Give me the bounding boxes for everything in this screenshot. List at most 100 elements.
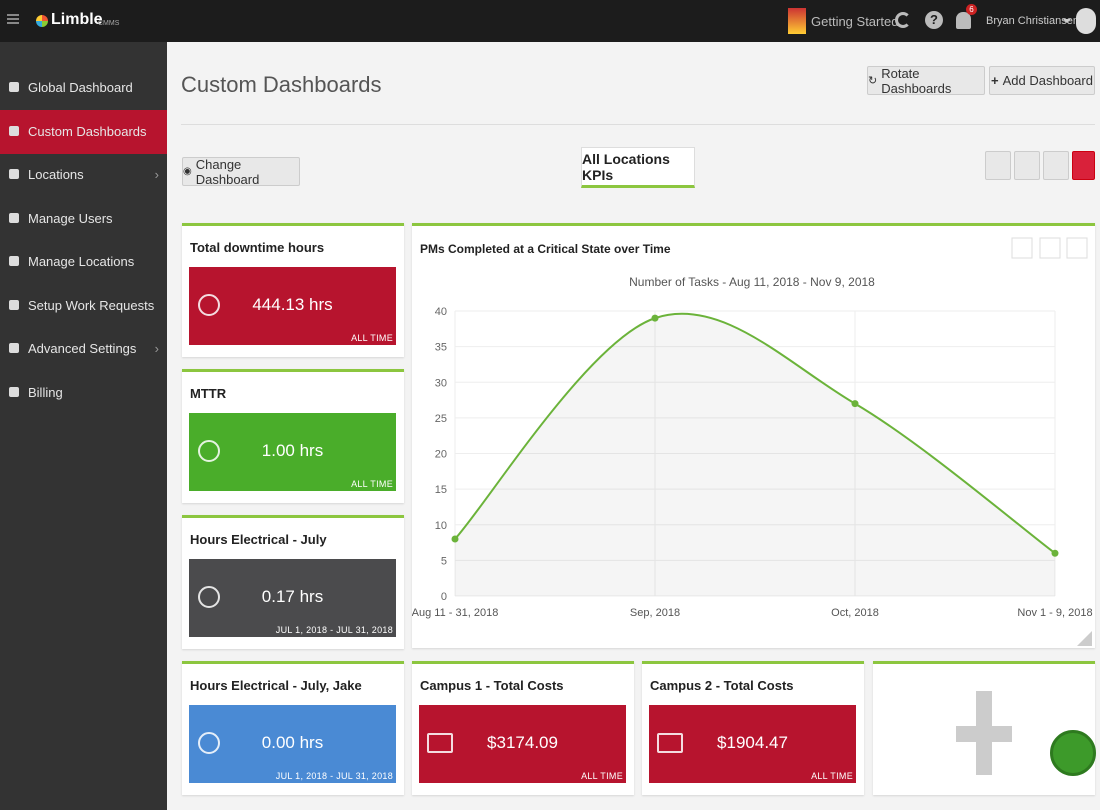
sidebar-item[interactable]: Custom Dashboards: [0, 109, 167, 154]
kpi-box: 0.17 hrs JUL 1, 2018 - JUL 31, 2018: [189, 559, 396, 637]
kpi-value: 444.13 hrs: [252, 295, 333, 314]
kpi-value: 1.00 hrs: [261, 441, 324, 460]
sidebar-icon: [9, 343, 19, 353]
x-tick-label: Sep, 2018: [630, 607, 680, 619]
kpi-icon: [198, 294, 220, 316]
submenu-chevron: ›: [154, 341, 159, 356]
widget-tool: [1039, 237, 1061, 259]
kpi-value: $3174.09: [487, 733, 558, 752]
kpi-card: Campus 2 - Total Costs $1904.47 ALL TIME: [642, 661, 864, 795]
kpi-box: 444.13 hrs ALL TIME: [189, 267, 396, 345]
chart-subtitle: Number of Tasks - Aug 11, 2018 - Nov 9, …: [629, 275, 875, 289]
kpi-icon: [198, 440, 220, 462]
y-tick-label: 20: [435, 449, 447, 461]
getting-started-icon[interactable]: [788, 8, 806, 34]
kpi-period: JUL 1, 2018 - JUL 31, 2018: [275, 771, 393, 781]
line: [454, 312, 1056, 555]
rotate-button[interactable]: ↻ Rotate Dashboards: [867, 65, 985, 96]
delete-button[interactable]: [1072, 151, 1095, 180]
chat-button[interactable]: [1050, 730, 1096, 776]
sidebar-icon: [9, 169, 19, 179]
change-icon: ◉: [183, 166, 192, 177]
kpi-value: 0.17 hrs: [261, 587, 324, 606]
sidebar-label: Manage Users: [28, 210, 113, 226]
kpi-period: ALL TIME: [581, 771, 623, 781]
sidebar-item[interactable]: Locations ›: [0, 153, 167, 197]
main: Custom Dashboards ↻ Rotate Dashboards + Ad…: [167, 42, 1100, 810]
kpi-period: ALL TIME: [811, 771, 853, 781]
menu-toggle[interactable]: [7, 14, 19, 16]
kpi-icon: [657, 733, 683, 753]
sidebar-icon: [9, 125, 19, 136]
sidebar-label: Manage Locations: [28, 254, 135, 269]
change-label: Change Dashboard: [195, 156, 260, 187]
notifications-icon[interactable]: [956, 12, 971, 29]
rotate-label: Rotate Dashboards: [881, 65, 952, 96]
user-caret[interactable]: [1063, 19, 1071, 27]
add-label: Add Dashboard: [1002, 73, 1093, 88]
kpi-card: Total downtime hours 444.13 hrs ALL TIME: [182, 223, 404, 357]
add-widget-card[interactable]: [873, 661, 1095, 795]
card-title: Campus 1 - Total Costs: [420, 678, 564, 693]
logo-suffix: CMMS: [98, 20, 120, 27]
kpi-icon: [198, 732, 220, 754]
sidebar-item[interactable]: Advanced Settings ›: [0, 327, 167, 371]
kpi-icon: [198, 586, 220, 608]
refresh-icon[interactable]: [895, 12, 911, 28]
resize-handle: [1077, 631, 1092, 646]
logo-mark: [36, 15, 48, 27]
card-title: Hours Electrical - July, Jake: [190, 678, 362, 693]
kpi-box: $1904.47 ALL TIME: [649, 705, 856, 783]
sidebar-item[interactable]: Global Dashboard: [0, 66, 167, 110]
sidebar-item[interactable]: Manage Locations: [0, 240, 167, 284]
card-title: Campus 2 - Total Costs: [650, 678, 794, 693]
x-tick-label: Nov 1 - 9, 2018: [1017, 607, 1092, 619]
copy-button[interactable]: [1043, 151, 1069, 180]
sidebar-label: Global Dashboard: [28, 80, 133, 95]
chart-card: PMs Completed at a Critical State over T…: [412, 223, 1095, 648]
submenu-chevron: ›: [154, 167, 159, 182]
point: [851, 400, 859, 408]
logo: Limble: [51, 11, 103, 28]
add-button[interactable]: + Add Dashboard: [989, 66, 1095, 95]
point: [451, 535, 459, 543]
sidebar-item[interactable]: Manage Users: [0, 197, 167, 241]
sidebar-label: Billing: [28, 384, 63, 400]
sidebar-item[interactable]: Setup Work Requests: [0, 284, 167, 328]
kpi-period: ALL TIME: [351, 333, 393, 343]
x-tick-label: Oct, 2018: [831, 607, 879, 619]
sidebar-label: Advanced Settings: [28, 341, 137, 356]
widget-tool: [1066, 237, 1088, 259]
share-button[interactable]: [1014, 151, 1040, 180]
y-tick-label: 40: [435, 306, 447, 318]
user-avatar[interactable]: [1076, 8, 1096, 34]
widget-tool: [1011, 237, 1033, 259]
user-name[interactable]: Bryan Christiansen: [986, 15, 1079, 27]
top-bar: Limble CMMS Getting Started ? 6 Bryan Ch…: [0, 0, 1100, 42]
chart: PMs Completed at a Critical State over T…: [412, 237, 1093, 646]
change-dashboard-button[interactable]: ◉ Change Dashboard: [182, 156, 300, 187]
chart-title: PMs Completed at a Critical State over T…: [420, 242, 671, 256]
getting-started[interactable]: Getting Started: [811, 14, 899, 29]
page-title: Custom Dashboards: [181, 72, 382, 97]
kpi-card: Hours Electrical - July, Jake 0.00 hrs JUL…: [182, 661, 404, 795]
sidebar-icon: [9, 386, 19, 397]
kpi-value: $1904.47: [717, 733, 788, 752]
card-title: Hours Electrical - July: [190, 532, 327, 547]
y-tick-label: 10: [435, 520, 447, 532]
y-tick-label: 5: [441, 555, 447, 567]
sidebar-icon: [9, 256, 19, 266]
card-title: MTTR: [190, 386, 227, 401]
y-tick-label: 0: [441, 591, 447, 603]
help-icon[interactable]: ?: [925, 11, 943, 29]
sidebar-label: Custom Dashboards: [28, 123, 147, 139]
kpi-period: ALL TIME: [351, 479, 393, 489]
print-button[interactable]: [985, 151, 1011, 180]
dashboard-tab[interactable]: All Locations KPIs: [581, 147, 695, 188]
sidebar-item[interactable]: Billing: [0, 371, 167, 415]
kpi-box: 1.00 hrs ALL TIME: [189, 413, 396, 491]
area: [455, 313, 1055, 596]
sidebar-icon: [9, 212, 19, 223]
x-tick-label: Aug 11 - 31, 2018: [412, 607, 498, 619]
